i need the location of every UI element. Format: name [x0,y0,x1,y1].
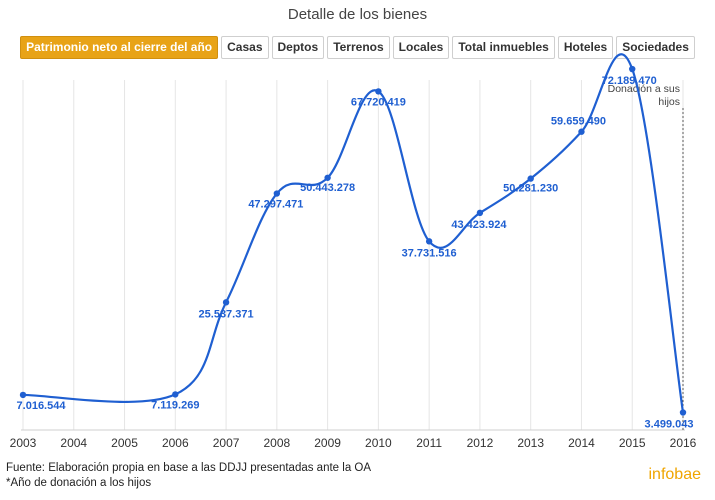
data-point [172,391,179,398]
data-label: 50.443.278 [300,182,355,194]
chart-title: Detalle de los bienes [287,6,428,23]
tab-total-inmuebles[interactable]: Total inmuebles [452,36,555,59]
data-label: 7.119.269 [151,399,199,411]
tab-sociedades[interactable]: Sociedades [616,36,695,59]
x-tick-label: 2016 [670,436,697,450]
data-label: 72.189.470 [602,75,657,87]
x-tick-label: 2003 [10,436,37,450]
data-point [476,209,484,217]
data-label: 7.016.544 [17,400,67,412]
x-tick-label: 2011 [416,436,442,450]
source-note: Fuente: Elaboración propia en base a las… [6,462,372,474]
x-tick-label: 2014 [568,436,595,450]
data-label: 37.731.516 [402,247,457,259]
x-tick-label: 2008 [263,436,290,450]
tab-locales[interactable]: Locales [392,36,450,59]
x-tick-label: 2007 [213,436,240,450]
data-label: 3.499.043 [645,419,694,431]
data-point [425,238,433,245]
tab-deptos[interactable]: Deptos [271,36,325,59]
data-point [324,174,331,181]
data-point [273,190,281,197]
x-tick-label: 2006 [162,436,189,450]
x-tick-label: 2009 [314,436,341,450]
x-tick-label: 2013 [517,436,544,450]
data-point [222,299,230,306]
annotation-label: Donación a sus hijos [608,83,680,108]
data-label: 50.281.230 [503,183,558,195]
category-tabs: Patrimonio neto al cierre del año Casas … [0,36,715,59]
tab-patrimonio-neto[interactable]: Patrimonio neto al cierre del año [20,36,219,59]
series-line [22,53,685,413]
data-label: 25.537.371 [199,308,254,320]
data-point [375,88,382,95]
brand-logo: infobae [648,466,702,483]
line-chart: 2003 2004 2005 2006 2007 2008 2009 2010 2011 2012… [10,53,697,450]
x-tick-label: 2005 [111,436,138,450]
data-point [19,391,27,399]
data-label: 67.720.419 [351,96,406,108]
data-label: 59.659.490 [551,116,606,128]
data-point [527,175,534,182]
x-tick-label: 2015 [619,436,646,450]
x-tick-label: 2012 [467,436,494,450]
tab-hoteles[interactable]: Hoteles [557,36,614,59]
footnote: *Año de donación a los hijos [6,477,152,489]
data-label: 47.297.471 [248,199,303,211]
data-point [679,409,687,416]
data-point [578,128,585,135]
tab-casas[interactable]: Casas [221,36,269,59]
x-tick-label: 2004 [60,436,87,450]
data-label: 43.423.924 [451,219,507,231]
tab-terrenos[interactable]: Terrenos [327,36,390,59]
data-point [629,65,636,73]
x-tick-label: 2010 [365,436,392,450]
